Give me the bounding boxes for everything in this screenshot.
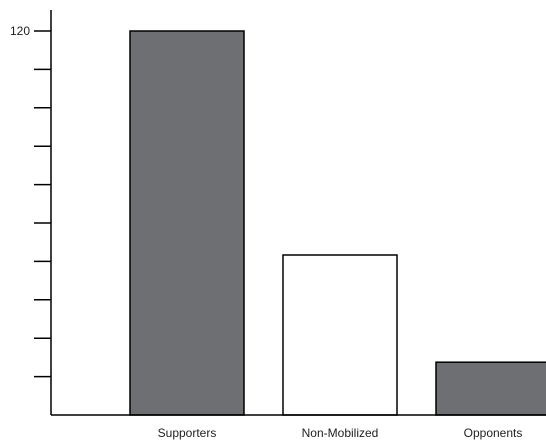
bar-supporters [129,30,245,416]
x-category-label: Non-Mobilized [302,426,379,440]
y-axis-ticks [34,30,51,378]
bar-opponents [435,361,546,416]
x-category-label: Opponents [464,426,523,440]
bar-non-mobilized [282,254,398,416]
bars-group [129,30,546,416]
x-axis-category-labels: Supporters Non-Mobilized Opponents [158,426,523,440]
y-axis-tick-labels: 120 [10,24,30,38]
x-category-label: Supporters [158,426,217,440]
y-tick-label: 120 [10,24,30,38]
axes-group [50,10,546,416]
